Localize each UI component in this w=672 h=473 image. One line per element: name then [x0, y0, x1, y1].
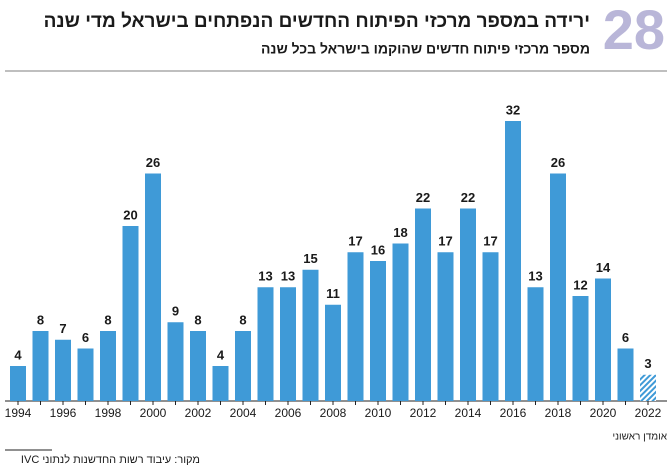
value-label: 32: [506, 102, 520, 117]
value-label: 8: [37, 312, 44, 327]
bar: [10, 366, 26, 401]
bar: [415, 208, 431, 401]
x-tick-label: 2022: [635, 406, 662, 420]
bar: [572, 296, 589, 401]
value-label: 13: [258, 269, 272, 284]
x-tick-label: 2008: [320, 406, 347, 420]
x-tick-label: 2006: [275, 406, 302, 420]
bar: [32, 331, 49, 401]
x-tick-label: 2012: [410, 406, 437, 420]
value-label: 18: [393, 225, 407, 240]
bar: [460, 208, 476, 401]
value-label: 3: [644, 356, 651, 371]
x-tick-label: 1998: [95, 406, 122, 420]
bar: [392, 243, 409, 401]
value-label: 15: [303, 251, 317, 266]
bar: [347, 252, 364, 401]
bar: [280, 287, 296, 401]
value-label: 6: [622, 330, 629, 345]
bar: [212, 366, 229, 401]
x-tick-label: 1994: [5, 406, 32, 420]
bar: [370, 261, 386, 401]
bar: [257, 287, 274, 401]
value-label: 8: [239, 312, 246, 327]
bar: [527, 287, 544, 401]
value-label: 9: [172, 304, 179, 319]
value-label: 17: [483, 234, 497, 249]
bar: [235, 331, 251, 401]
value-label: 16: [371, 242, 385, 257]
x-tick-label: 2004: [230, 406, 257, 420]
value-label: 11: [326, 286, 340, 301]
chart-subtitle: מספר מרכזי פיתוח חדשים שהוקמו בישראל בכל…: [261, 41, 590, 57]
value-label: 14: [596, 260, 611, 275]
badge: 28: [603, 0, 665, 61]
x-tick-label: 2020: [590, 406, 617, 420]
value-label: 6: [82, 330, 89, 345]
bar: [167, 322, 184, 401]
bar: [437, 252, 454, 401]
chart-title: ירידה במספר מרכזי הפיתוח החדשים הנפתחים …: [44, 11, 590, 32]
bar: [302, 269, 319, 401]
value-label: 8: [104, 312, 111, 327]
x-tick-label: 2018: [545, 406, 572, 420]
value-label: 17: [348, 234, 362, 249]
x-tick-label: 2000: [140, 406, 167, 420]
x-tick-label: 2014: [455, 406, 482, 420]
bar: [550, 173, 566, 401]
bar: [640, 374, 656, 401]
source: מקור: עיבוד רשות החדשנות לנתוני IVC: [21, 453, 200, 466]
bar: [595, 278, 611, 401]
value-label: 13: [281, 269, 295, 284]
value-label: 7: [59, 321, 66, 336]
value-label: 4: [217, 347, 225, 362]
value-label: 26: [551, 155, 565, 170]
note: אומדן ראשוני: [613, 432, 668, 443]
x-tick-label: 2010: [365, 406, 392, 420]
value-label: 20: [123, 207, 137, 222]
x-tick-label: 2016: [500, 406, 527, 420]
value-label: 26: [146, 155, 160, 170]
value-label: 22: [416, 190, 430, 205]
value-label: 17: [438, 234, 452, 249]
value-label: 8: [194, 312, 201, 327]
bar: [55, 339, 71, 401]
bar: [482, 252, 499, 401]
value-label: 12: [573, 277, 587, 292]
bar: [145, 173, 161, 401]
value-label: 22: [461, 190, 475, 205]
bar: [122, 226, 139, 401]
bar: [100, 331, 116, 401]
x-tick-label: 1996: [50, 406, 77, 420]
bar: [617, 348, 634, 401]
value-label: 13: [528, 269, 542, 284]
value-label: 4: [14, 347, 22, 362]
bar: [325, 304, 341, 401]
x-tick-label: 2002: [185, 406, 212, 420]
bar: [505, 121, 521, 401]
bar: [190, 331, 206, 401]
bar: [77, 348, 94, 401]
